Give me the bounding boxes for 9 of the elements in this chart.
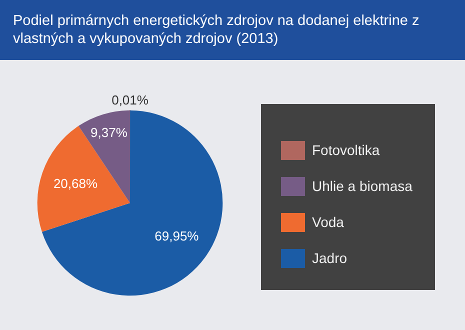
chart-title: Podiel primárnych energetických zdrojov na dodanej elektrine z vlastných a vykupovaných zdrojov (2013) (0, 0, 465, 60)
legend-label: Jadro (312, 250, 348, 266)
data-label: 69,95% (154, 228, 200, 244)
data-label: 0,01% (112, 92, 149, 108)
legend-label: Fotovoltika (312, 142, 380, 158)
data-label: 9,37% (90, 125, 128, 140)
legend-label: Uhlie a biomasa (312, 178, 412, 194)
legend-label: Voda (312, 214, 344, 230)
data-label: 20,68% (53, 176, 98, 191)
